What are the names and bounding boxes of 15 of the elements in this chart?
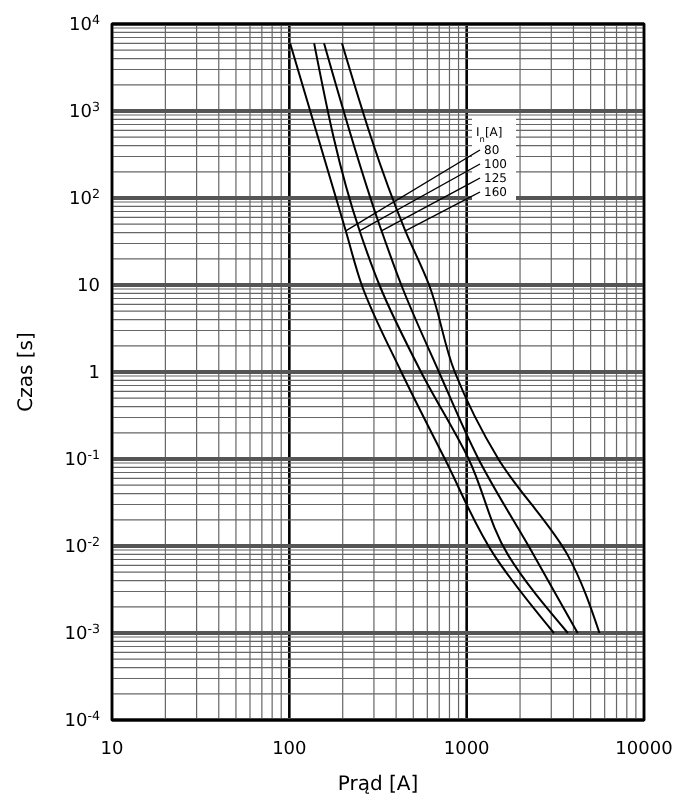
y-tick-label: 10$^{-4}$ — [64, 709, 100, 732]
y-tick-label: 1 — [88, 364, 100, 384]
y-tick-label: 10$^{4}$ — [69, 13, 100, 36]
x-axis-title: Prąd [A] — [337, 774, 419, 796]
y-tick-label: 10$^{-2}$ — [64, 535, 100, 558]
x-tick-label: 10 — [100, 740, 124, 760]
y-tick-label: 10$^{2}$ — [69, 187, 100, 210]
y-tick-label: 10$^{-3}$ — [64, 622, 100, 645]
x-tick-label: 10000 — [615, 740, 674, 760]
y-tick-label: 10$^{-1}$ — [64, 448, 100, 471]
x-tick-label: 1000 — [443, 740, 491, 760]
y-tick-label: 10$^{3}$ — [69, 100, 100, 123]
y-axis-title: Czas [s] — [16, 332, 38, 412]
y-tick-label: 10 — [77, 277, 101, 297]
x-tick-label: 100 — [272, 740, 308, 760]
